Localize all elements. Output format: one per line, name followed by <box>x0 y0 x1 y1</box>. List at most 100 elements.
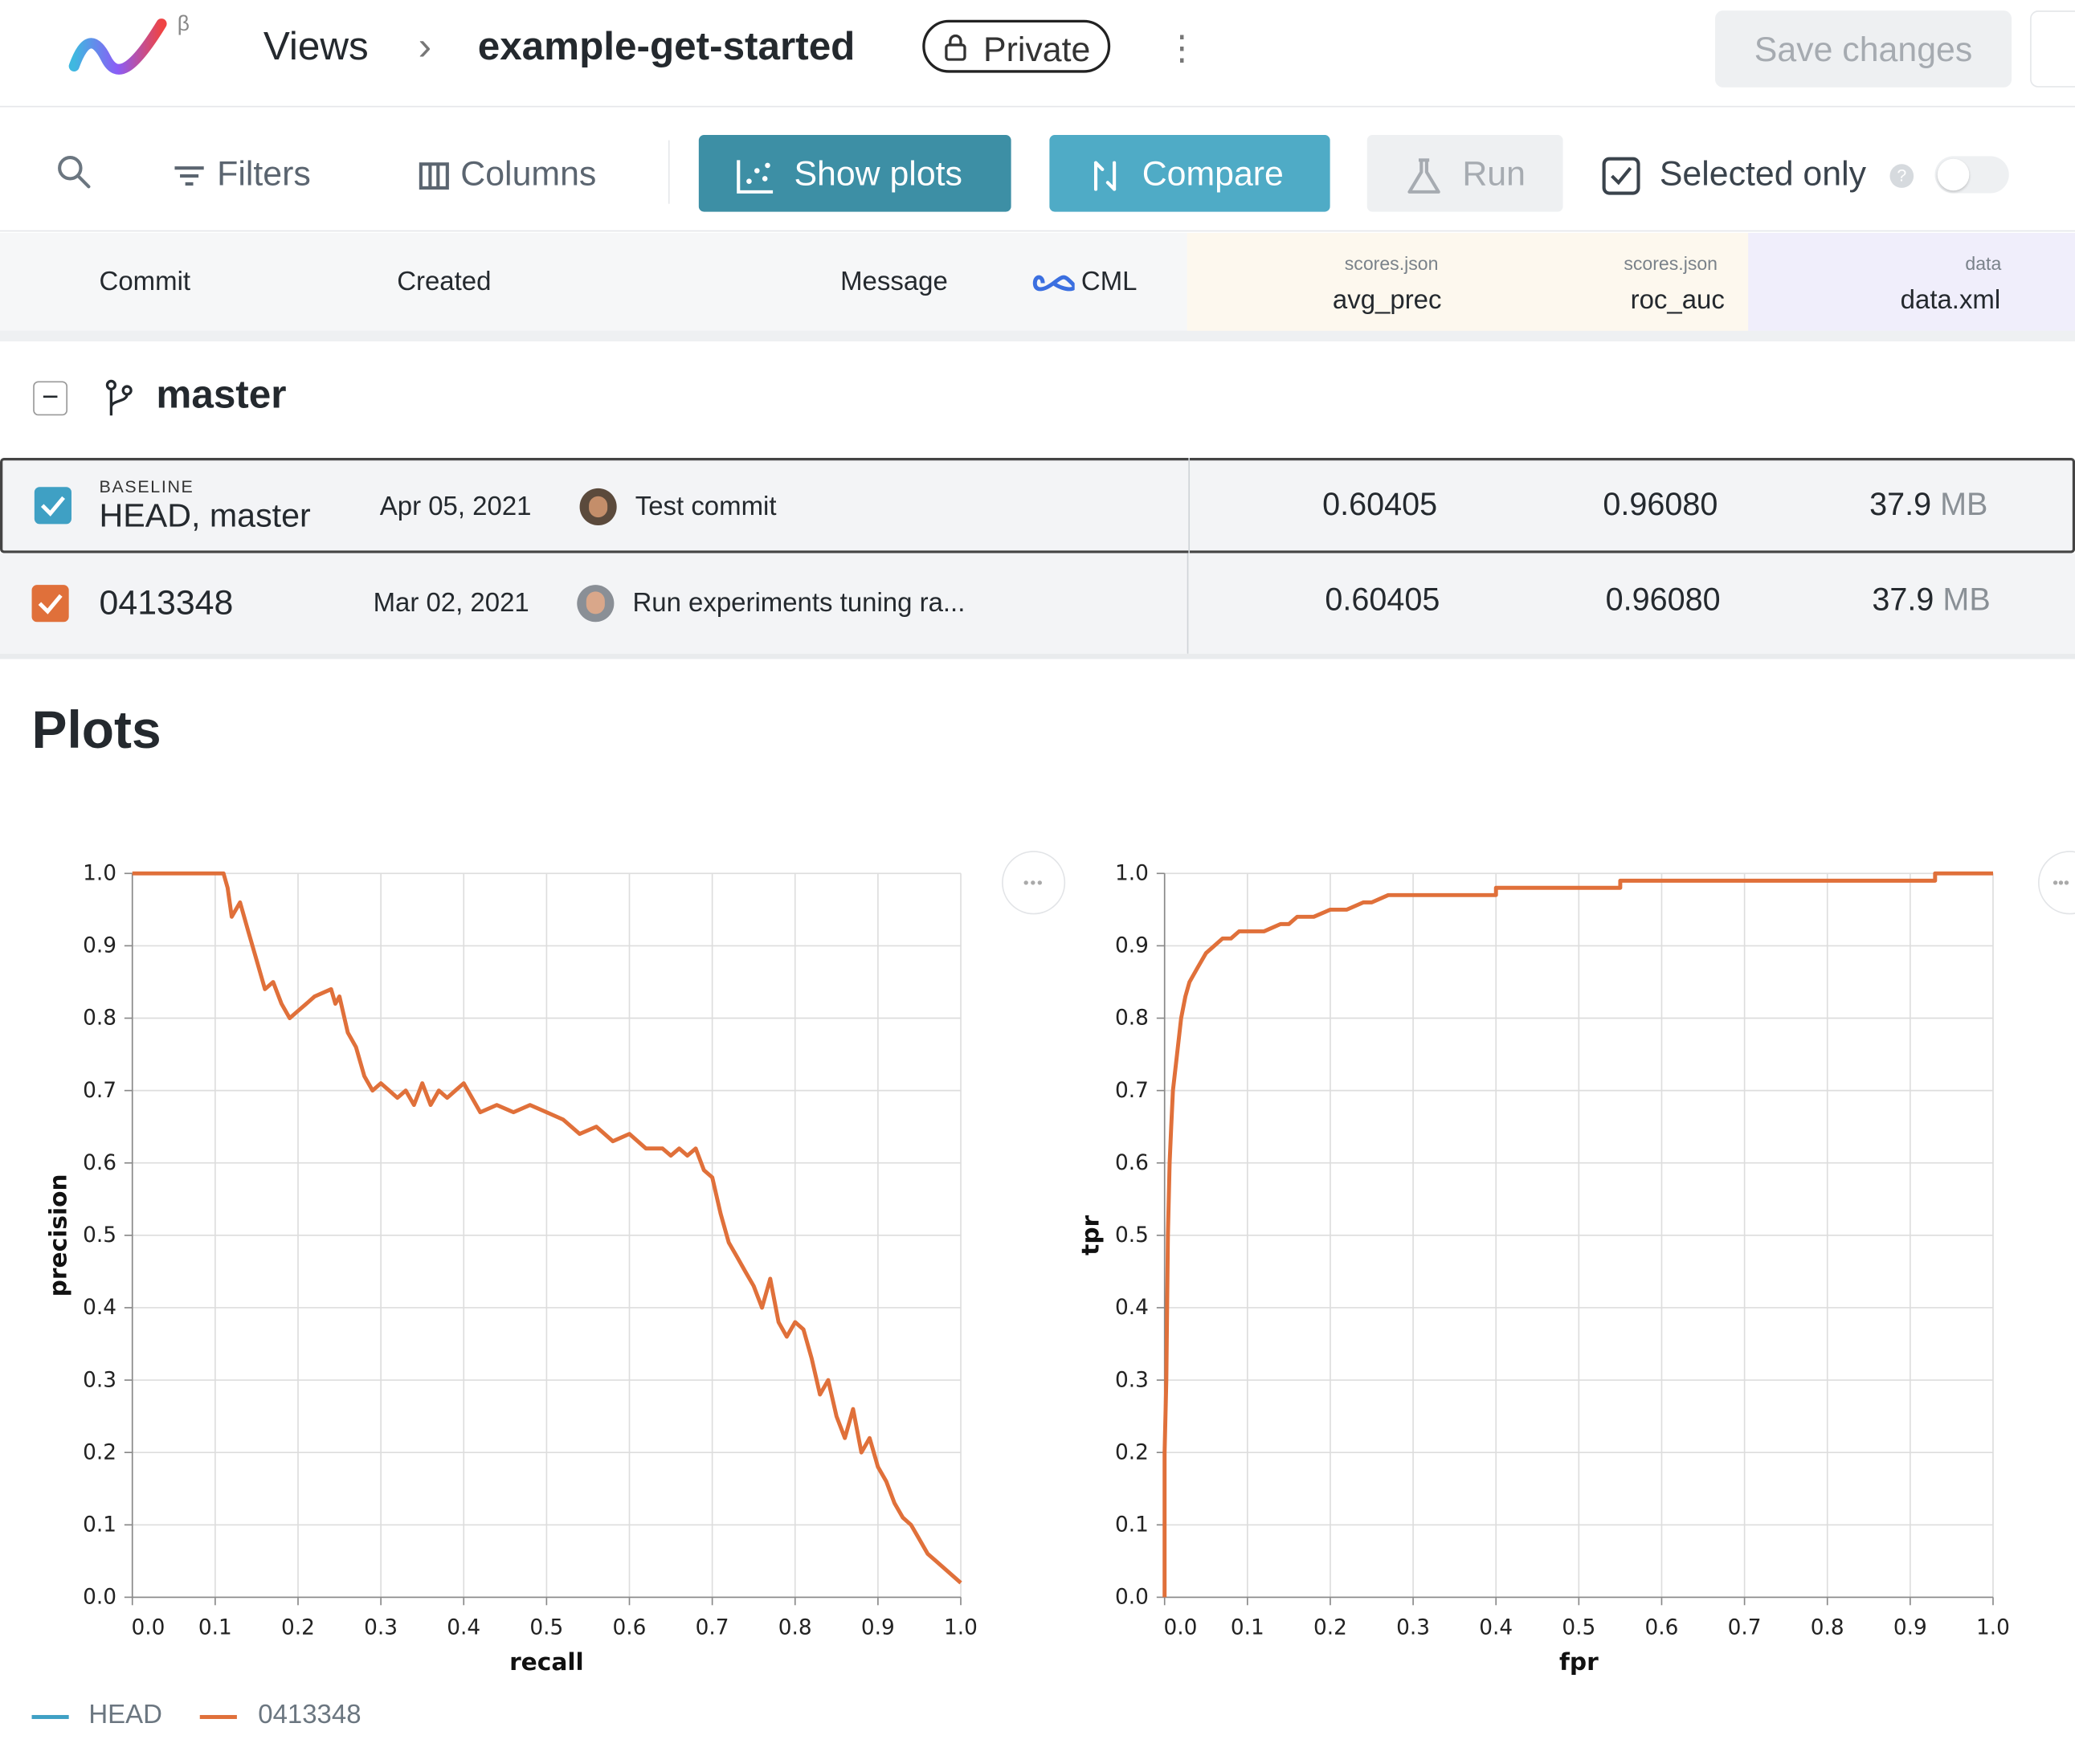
y-tick-label: 0.2 <box>83 1440 116 1464</box>
data-size-value: 37.9 MB <box>1872 582 1990 619</box>
y-tick-label: 0.0 <box>83 1586 116 1610</box>
dvc-logo[interactable] <box>66 18 172 82</box>
x-tick-label: 0.1 <box>1231 1616 1264 1640</box>
size-unit: MB <box>1940 487 1988 523</box>
x-tick-label: 0.4 <box>1479 1616 1513 1640</box>
x-tick-label: 0.5 <box>1562 1616 1595 1640</box>
selected-only-toggle-group[interactable]: Selected only <box>1601 135 1866 212</box>
x-tick-label: 1.0 <box>944 1616 978 1640</box>
run-button[interactable]: Run <box>1366 135 1563 212</box>
y-tick-label: 0.4 <box>1115 1296 1149 1320</box>
compare-button[interactable]: Compare <box>1049 135 1330 212</box>
selected-only-switch[interactable] <box>1934 156 2009 194</box>
y-tick-label: 0.4 <box>83 1296 116 1320</box>
header-created[interactable]: Created <box>397 267 492 297</box>
legend-label-0413348[interactable]: 0413348 <box>258 1700 361 1730</box>
y-tick-label: 0.8 <box>83 1007 116 1031</box>
scatter-plot-icon <box>737 160 774 194</box>
table-row[interactable]: 0413348 Mar 02, 2021 Run experiments tun… <box>0 553 2075 654</box>
x-tick-label: 0.8 <box>1811 1616 1844 1640</box>
legend-label-head[interactable]: HEAD <box>88 1700 162 1730</box>
series-line-0413348[interactable] <box>1162 871 1993 1598</box>
header-message[interactable]: Message <box>840 267 948 297</box>
x-tick-label: 0.6 <box>1645 1616 1679 1640</box>
checkbox-icon[interactable] <box>1601 157 1640 196</box>
baseline-badge: BASELINE <box>99 476 194 496</box>
flask-icon <box>1407 158 1440 194</box>
y-tick-label: 1.0 <box>83 862 116 886</box>
commit-message: Run experiments tuning ra... <box>632 589 966 619</box>
created-date: Mar 02, 2021 <box>373 589 529 619</box>
x-tick-label: 0.6 <box>613 1616 647 1640</box>
metrics-header-group <box>1187 232 1749 331</box>
show-plots-label: Show plots <box>794 153 962 194</box>
y-tick-label: 0.2 <box>1115 1440 1149 1464</box>
branch-row: − master <box>0 341 2075 459</box>
y-tick-label: 0.1 <box>83 1513 116 1537</box>
y-tick-label: 0.8 <box>1115 1007 1149 1031</box>
roc-auc-value: 0.96080 <box>1603 487 1718 523</box>
collapse-branch-button[interactable]: − <box>33 381 68 416</box>
header-commit[interactable]: Commit <box>99 267 191 297</box>
table-row[interactable]: BASELINE HEAD, master Apr 05, 2021 Test … <box>0 458 2075 553</box>
filters-label: Filters <box>217 153 311 194</box>
header-avg-prec[interactable]: avg_prec <box>1332 285 1442 316</box>
table-header: Commit Created Message CML scores.json a… <box>0 232 2075 333</box>
created-date: Apr 05, 2021 <box>379 492 532 522</box>
cml-infinity-icon <box>1032 275 1075 292</box>
commit-name[interactable]: HEAD, master <box>99 497 311 535</box>
views-link[interactable]: Views <box>263 25 369 69</box>
y-axis-label: tpr <box>1076 1215 1104 1255</box>
x-tick-label: 0.9 <box>861 1616 895 1640</box>
extra-button[interactable] <box>2030 10 2075 88</box>
plot-menu-button[interactable]: ••• <box>1002 851 1066 915</box>
header-roc-auc[interactable]: roc_auc <box>1630 285 1725 316</box>
commit-message: Test commit <box>635 492 777 522</box>
header-roc-auc-file: scores.json <box>1624 252 1718 275</box>
plot-menu-button[interactable]: ••• <box>2037 851 2075 915</box>
header-data-xml[interactable]: data.xml <box>1900 285 2001 316</box>
y-tick-label: 1.0 <box>1115 862 1149 886</box>
avg-prec-value: 0.60405 <box>1325 582 1440 619</box>
x-tick-label: 0.3 <box>364 1616 398 1640</box>
y-tick-label: 0.5 <box>83 1223 116 1247</box>
columns-button[interactable]: Columns <box>419 135 597 212</box>
y-tick-label: 0.7 <box>83 1079 116 1103</box>
run-label: Run <box>1462 153 1526 194</box>
row-checkbox[interactable] <box>34 487 71 525</box>
compare-icon <box>1093 161 1117 191</box>
header-data-group: data <box>1965 252 2002 275</box>
columns-icon <box>419 162 449 190</box>
y-tick-label: 0.5 <box>1115 1223 1149 1247</box>
header-cml[interactable]: CML <box>1080 267 1138 297</box>
filters-button[interactable]: Filters <box>172 135 311 212</box>
more-menu-icon[interactable]: ⋮ <box>1164 27 1199 68</box>
y-tick-label: 0.3 <box>83 1368 116 1392</box>
table-bottom-border <box>0 653 2075 659</box>
show-plots-button[interactable]: Show plots <box>698 135 1011 212</box>
filter-icon <box>174 166 204 186</box>
y-axis-label: precision <box>43 1174 71 1296</box>
branch-name: master <box>156 373 287 417</box>
help-icon[interactable]: ? <box>1889 164 1914 188</box>
x-tick-label: 0.0 <box>1164 1616 1198 1640</box>
beta-badge: β <box>177 13 190 36</box>
search-icon[interactable] <box>55 153 92 190</box>
size-number: 37.9 <box>1872 582 1934 619</box>
x-tick-label: 0.7 <box>1728 1616 1762 1640</box>
row-checkbox[interactable] <box>31 585 69 623</box>
series-line-0413348[interactable] <box>132 871 962 1585</box>
size-unit: MB <box>1942 582 1991 619</box>
commit-name[interactable]: 0413348 <box>99 582 234 623</box>
x-tick-label: 0.0 <box>132 1616 165 1640</box>
roc-chart: 0.0 0.1 0.2 0.3 0.4 0.5 0.6 0.7 0.8 0.9 1.0 0.0 0.1 0… <box>1076 862 2010 1676</box>
visibility-badge[interactable]: Private <box>922 19 1111 73</box>
columns-label: Columns <box>460 153 597 194</box>
header-avg-prec-file: scores.json <box>1344 252 1439 275</box>
plots-title: Plots <box>31 701 161 760</box>
data-size-value: 37.9 MB <box>1869 487 1987 524</box>
save-changes-button[interactable]: Save changes <box>1715 10 2012 88</box>
toolbar-divider <box>668 140 670 204</box>
legend-swatch-head <box>31 1715 69 1719</box>
column-divider <box>1187 553 1189 654</box>
